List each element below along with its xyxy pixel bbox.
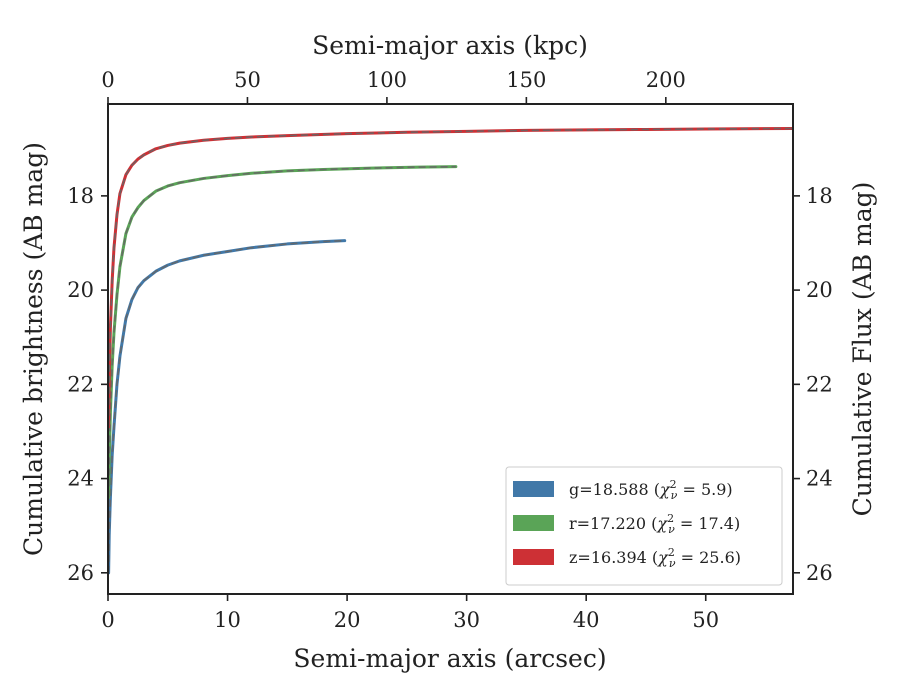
legend-label-part: 2	[670, 478, 677, 491]
top-tick-label: 0	[101, 68, 114, 92]
left-tick-label: 20	[67, 278, 94, 302]
legend-label-part: χ	[656, 514, 668, 533]
legend-box	[505, 466, 783, 586]
right-tick-label: 26	[806, 561, 833, 585]
legend-label-part: g=18.588 (	[569, 480, 660, 499]
series-fit-line-0	[108, 239, 345, 573]
bottom-tick-label: 0	[101, 608, 114, 632]
series-curves	[108, 127, 793, 575]
legend-label-part: = 25.6)	[676, 548, 741, 567]
legend-label-part: = 5.9)	[677, 480, 732, 499]
legend-label-part: 2	[668, 546, 675, 559]
legend-label-part: ν	[668, 523, 675, 536]
right-tick-label: 22	[806, 372, 833, 396]
legend-swatch-0	[513, 481, 554, 497]
bottom-tick-label: 20	[334, 608, 361, 632]
bottom-tick-label: 30	[453, 608, 480, 632]
legend-label-1: r=17.220 (χ2 ν = 17.4)	[569, 512, 740, 536]
bottom-tick-label: 10	[214, 608, 241, 632]
left-tick-label: 26	[67, 561, 94, 585]
legend-label-0: g=18.588 (χ2 ν = 5.9)	[569, 478, 733, 502]
left-tick-label: 18	[67, 184, 94, 208]
top-tick-label: 200	[646, 68, 686, 92]
top-x-axis-label: Semi-major axis (kpc)	[312, 31, 588, 60]
series-fit-line-1	[108, 165, 456, 498]
right-y-axis-label: Cumulative Flux (AB mag)	[848, 182, 877, 517]
bottom-tick-label: 50	[692, 608, 719, 632]
legend-label-2: z=16.394 (χ2 ν = 25.6)	[569, 546, 741, 570]
legend-label-part: ν	[669, 557, 676, 570]
legend-label-part: 2	[667, 512, 674, 525]
right-tick-label: 18	[806, 184, 833, 208]
legend: g=18.588 (χ2 ν = 5.9)r=17.220 (χ2 ν = 17.4…	[505, 466, 783, 586]
right-tick-label: 24	[806, 467, 833, 491]
series-line-0	[108, 239, 347, 575]
legend-swatch-1	[513, 515, 554, 531]
right-y-axis: 18 20 22 24 26	[793, 184, 833, 585]
legend-label-part: χ	[659, 480, 671, 499]
top-tick-label: 150	[506, 68, 546, 92]
left-y-axis-label: Cumulative brightness (AB mag)	[19, 142, 48, 556]
plot-frame	[107, 103, 794, 595]
legend-label-part: r=17.220 (	[569, 514, 657, 533]
bottom-x-axis-label: Semi-major axis (arcsec)	[293, 644, 606, 673]
top-tick-label: 50	[234, 68, 261, 92]
left-tick-label: 24	[67, 467, 94, 491]
legend-label-part: χ	[657, 548, 669, 567]
legend-label-part: ν	[671, 489, 678, 502]
top-tick-label: 100	[367, 68, 407, 92]
series-line-2	[108, 127, 793, 429]
legend-label-part: = 17.4)	[675, 514, 740, 533]
left-y-axis: 18 20 22 24 26	[67, 184, 108, 585]
series-fit-line-2	[108, 127, 792, 427]
bottom-tick-label: 40	[573, 608, 600, 632]
top-x-axis: 0 50 100 150 200	[101, 68, 686, 104]
series-line-1	[108, 165, 458, 499]
bottom-x-axis: 0 10 20 30 40 50	[101, 594, 719, 632]
legend-label-part: z=16.394 (	[569, 548, 658, 567]
right-tick-label: 20	[806, 278, 833, 302]
left-tick-label: 22	[67, 372, 94, 396]
legend-swatch-2	[513, 549, 554, 565]
